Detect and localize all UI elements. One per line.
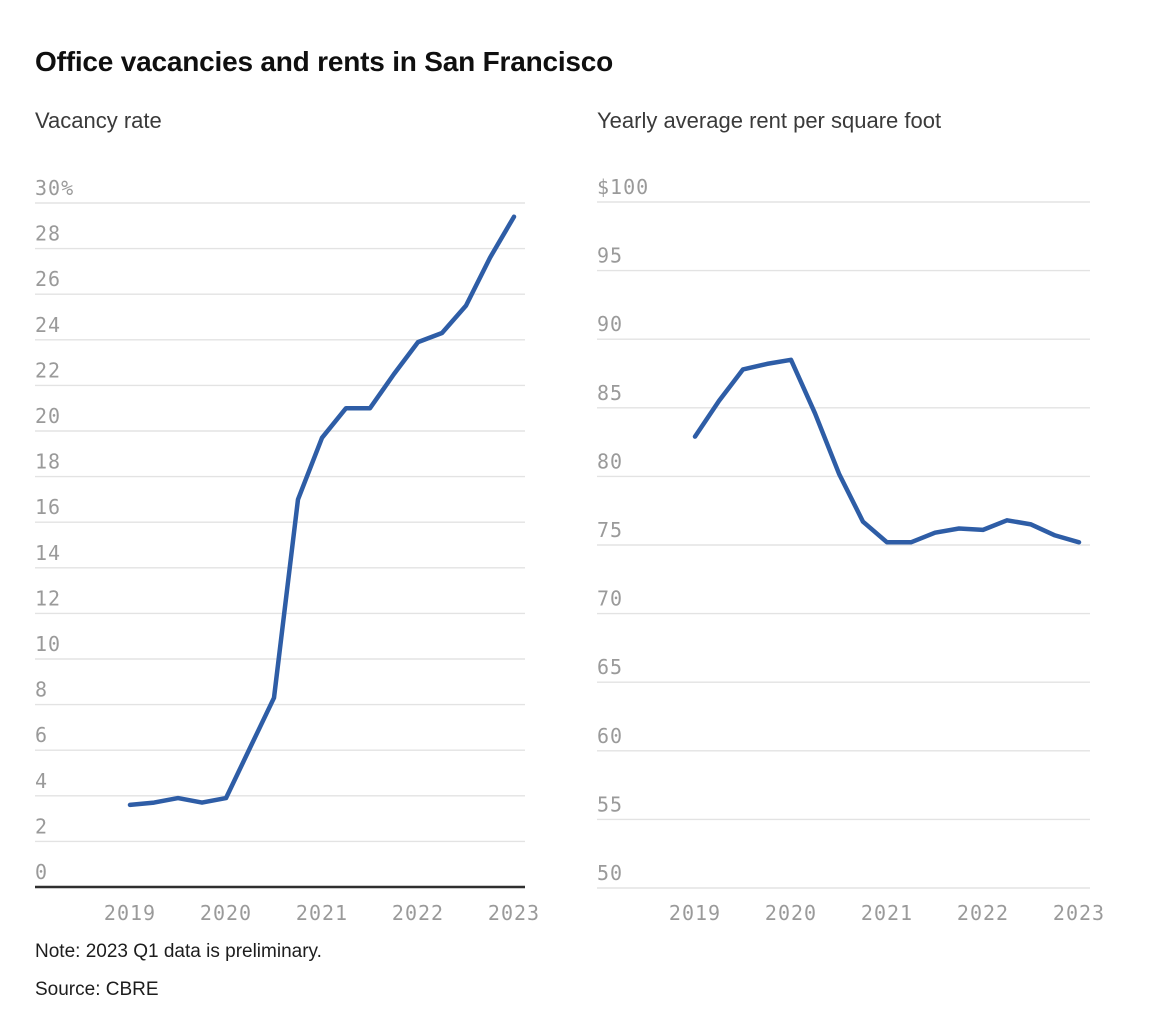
x-axis-tick-label: 2020 [200, 901, 252, 925]
vacancy-rate-line [127, 214, 517, 808]
y-axis-tick-label: 50 [597, 861, 623, 885]
y-axis-tick-label: 18 [35, 450, 61, 474]
x-axis-tick-label: 2020 [765, 901, 817, 925]
chart-note: Note: 2023 Q1 data is preliminary. [35, 941, 322, 962]
x-axis-tick-label: 2023 [488, 901, 540, 925]
y-axis-tick-label: 85 [597, 381, 623, 405]
y-axis-tick-label: 16 [35, 495, 61, 519]
y-axis-tick-label: 2 [35, 814, 48, 838]
x-axis-tick-label: 2019 [669, 901, 721, 925]
y-axis-tick-label: 12 [35, 586, 61, 610]
y-axis-tick-label: 75 [597, 518, 623, 542]
y-axis-tick-label: 0 [35, 860, 48, 884]
x-axis-tick-label: 2022 [957, 901, 1009, 925]
x-axis-tick-label: 2023 [1053, 901, 1105, 925]
y-axis-tick-label: 80 [597, 449, 623, 473]
y-axis-tick-label: 55 [597, 792, 623, 816]
right-chart-subtitle: Yearly average rent per square foot [597, 108, 942, 133]
y-axis-tick-label: 20 [35, 404, 61, 428]
page-title: Office vacancies and rents in San Franci… [35, 46, 614, 77]
x-axis-tick-label: 2021 [296, 901, 348, 925]
y-axis-tick-label: 70 [597, 587, 623, 611]
y-axis-tick-label: 28 [35, 222, 61, 246]
y-axis-tick-label: 6 [35, 723, 48, 747]
y-axis-tick-label: 22 [35, 358, 61, 382]
y-axis-tick-label: 65 [597, 655, 623, 679]
rent-line [692, 357, 1082, 545]
y-axis-tick-label: 4 [35, 769, 48, 793]
y-axis-tick-label: 10 [35, 632, 61, 656]
y-axis-tick-label: 24 [35, 313, 61, 337]
left-chart-subtitle: Vacancy rate [35, 108, 162, 133]
y-axis-tick-label: 60 [597, 724, 623, 748]
y-axis-tick-label: 90 [597, 312, 623, 336]
y-axis-tick-label: $100 [597, 175, 649, 199]
y-axis-tick-label: 14 [35, 541, 61, 565]
x-axis-tick-label: 2022 [392, 901, 444, 925]
x-axis-tick-label: 2019 [104, 901, 156, 925]
x-axis-tick-label: 2021 [861, 901, 913, 925]
chart-source: Source: CBRE [35, 979, 159, 1000]
y-axis-tick-label: 26 [35, 267, 61, 291]
y-axis-tick-label: 8 [35, 678, 48, 702]
y-axis-tick-label: 95 [597, 244, 623, 268]
y-axis-tick-label: 30% [35, 176, 74, 200]
